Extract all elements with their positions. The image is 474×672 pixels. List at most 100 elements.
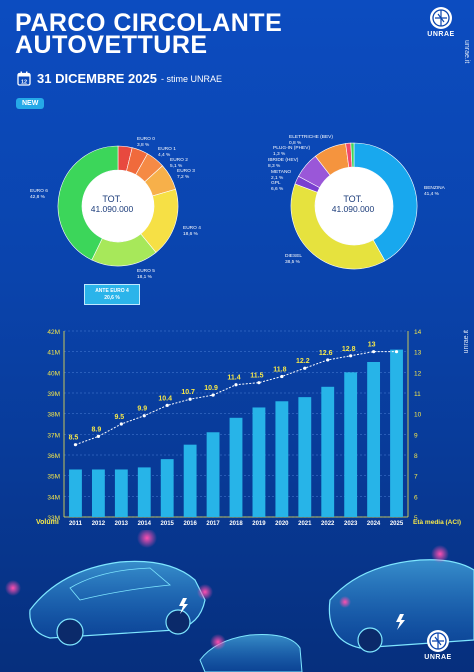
label-benzina: BENZINA 41,4 % — [424, 186, 445, 197]
x-tick-2016: 2016 — [183, 521, 197, 527]
age-point-2019 — [257, 381, 261, 385]
label-metano: METANO 2,1 % — [271, 170, 292, 181]
bar-2016 — [183, 444, 197, 517]
age-point-2024 — [372, 350, 376, 354]
label-euro3: EURO 3 7,2 % — [177, 169, 195, 180]
title-line-2: AUTOVETTURE — [15, 31, 208, 59]
age-point-2020 — [280, 374, 284, 379]
fuel-donut-slice-plug-in-phev — [345, 142, 353, 168]
y-left-tick: 38M — [47, 412, 60, 419]
age-label-2022: 12.6 — [319, 350, 333, 357]
date-note: - stime UNRAE — [160, 73, 222, 84]
bar-2014 — [137, 467, 151, 517]
age-line — [75, 351, 397, 446]
bar-2017 — [206, 432, 220, 517]
y-left-tick: 34M — [47, 494, 60, 501]
page-title: PARCO CIRCOLANTE AUTOVETTURE — [15, 9, 283, 59]
site-url-side: unrae.it — [463, 330, 470, 354]
age-point-2013 — [119, 422, 123, 426]
euro-donut-slice-euro-5 — [91, 233, 157, 267]
age-point-2017 — [211, 393, 215, 397]
y-left-tick: 40M — [47, 370, 60, 377]
x-tick-2022: 2022 — [321, 521, 335, 527]
x-axis-title: Volumi — [36, 519, 59, 526]
x-tick-2019: 2019 — [252, 521, 266, 527]
age-point-2022 — [326, 358, 330, 362]
age-label-2013: 9.5 — [114, 414, 124, 421]
title-line-1: PARCO CIRCOLANTE — [15, 9, 283, 37]
y-left-tick: 42M — [47, 329, 60, 336]
label-ibride: IBRIDE (HEV) 8,3 % — [268, 158, 299, 169]
y-right-tick: 9 — [414, 432, 418, 439]
y-left-tick: 35M — [47, 474, 60, 481]
y-right-tick: 13 — [414, 350, 422, 357]
fuel-donut-slice-elettriche-bev — [350, 142, 355, 168]
donut-left-total: TOT. 41.090.000 — [82, 194, 142, 214]
car-left — [5, 530, 213, 646]
brand-name-bottom: UNRAE — [424, 654, 452, 661]
bar-2012 — [91, 469, 105, 517]
y-left-tick: 37M — [47, 432, 60, 439]
age-label-2015: 10.4 — [158, 395, 172, 402]
age-point-2016 — [188, 397, 192, 401]
bar-2019 — [252, 407, 266, 517]
bar-2015 — [160, 459, 174, 517]
bar-2025 — [390, 349, 403, 517]
age-label-2023: 12.8 — [342, 346, 356, 353]
y-right-tick: 11 — [414, 391, 421, 398]
y-left-tick: 33M — [47, 515, 60, 522]
x-tick-2017: 2017 — [206, 521, 220, 527]
donut-left-total-label: TOT. — [102, 194, 122, 204]
x-tick-2013: 2013 — [115, 521, 129, 527]
label-euro4: EURO 4 18,6 % — [183, 226, 201, 237]
euro-donut-slice-euro-1 — [126, 147, 148, 176]
bar-2024 — [367, 362, 381, 517]
euro-donut-slice-euro-3 — [144, 165, 176, 197]
globe-icon-bottom — [427, 630, 449, 652]
y2-axis-title: Età media (ACI) — [413, 519, 461, 526]
unrae-logo-bottom: UNRAE — [421, 630, 455, 661]
age-point-2023 — [349, 354, 353, 358]
y-right-tick: 14 — [414, 329, 422, 336]
y-right-tick: 7 — [414, 474, 418, 481]
site-url: unrae.it — [463, 40, 470, 64]
donut-right-total-label: TOT. — [343, 194, 363, 204]
svg-text:12: 12 — [21, 79, 27, 85]
y-left-tick: 41M — [47, 350, 60, 357]
y-left-tick: 39M — [47, 391, 60, 398]
label-euro2: EURO 2 5,1 % — [170, 158, 188, 169]
x-tick-2012: 2012 — [92, 521, 106, 527]
cars-illustration — [5, 530, 474, 672]
unrae-logo-top: UNRAE — [424, 7, 458, 38]
x-tick-2015: 2015 — [161, 521, 175, 527]
y-right-tick: 6 — [414, 494, 418, 501]
label-euro5: EURO 5 18,1 % — [137, 269, 155, 280]
age-point-2025 — [394, 350, 399, 354]
x-tick-2011: 2011 — [69, 521, 83, 527]
label-euro1: EURO 1 4,4 % — [158, 147, 176, 158]
fuel-donut-slice-metano — [294, 175, 321, 193]
label-elettriche: ELETTRICHE (BEV) 0,8 % — [289, 135, 333, 146]
x-tick-2021: 2021 — [298, 521, 312, 527]
age-label-2018: 11.4 — [227, 375, 240, 382]
fuel-donut-slice-ibride-hev — [314, 143, 350, 176]
age-point-2011 — [73, 443, 78, 447]
date-row: 12 31 DICEMBRE 2025 - stime UNRAE — [17, 71, 222, 86]
label-gpl: GPL 6,6 % — [271, 181, 284, 192]
fuel-donut-slice-gpl — [298, 155, 331, 188]
date-label: 31 DICEMBRE 2025 — [37, 71, 157, 86]
y-right-tick: 5 — [414, 515, 418, 522]
brand-name: UNRAE — [427, 31, 455, 38]
age-label-2014: 9.9 — [137, 406, 147, 413]
age-label-2017: 10.9 — [204, 385, 218, 392]
x-tick-2014: 2014 — [138, 521, 152, 527]
x-tick-2024: 2024 — [367, 521, 381, 527]
bar-2020 — [275, 401, 289, 517]
globe-icon — [430, 7, 452, 29]
bar-2022 — [321, 386, 335, 517]
x-tick-2023: 2023 — [344, 521, 358, 527]
ante-euro4-box: ANTE EURO 4 20,6 % — [84, 284, 140, 305]
new-badge: NEW — [16, 98, 45, 109]
bar-2021 — [298, 397, 312, 517]
